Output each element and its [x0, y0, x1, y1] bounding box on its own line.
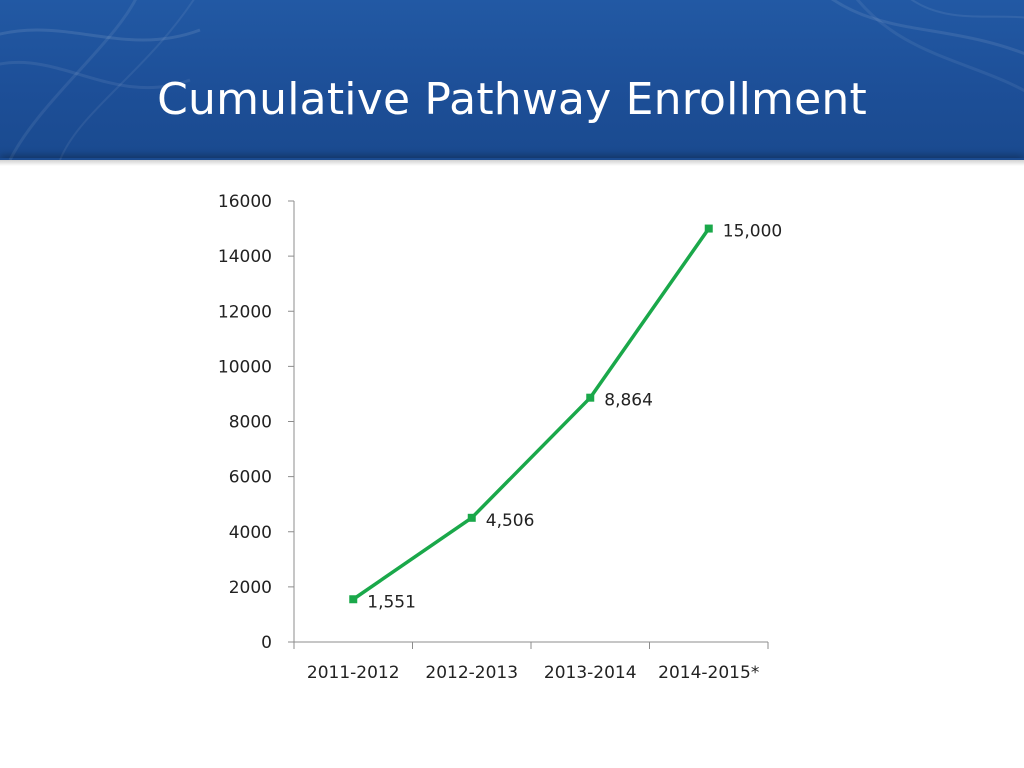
y-tick-label: 10000 [218, 357, 272, 377]
y-tick-label: 8000 [229, 413, 272, 433]
y-tick-label: 0 [261, 633, 272, 653]
data-point-marker [349, 595, 358, 604]
series-line [352, 227, 711, 601]
y-tick-label: 2000 [229, 578, 272, 598]
x-tick-label: 2012-2013 [425, 663, 518, 683]
x-tick-label: 2011-2012 [307, 663, 400, 683]
y-axis: 0 2000 4000 6000 8000 10000 12000 14000 16000 [218, 192, 295, 653]
header-shadow [0, 160, 1024, 166]
header-swirl-decoration [0, 0, 1024, 160]
x-axis: 2011-2012 2012-2013 2013-2014 2014-2015* [293, 641, 769, 683]
y-tick-label: 12000 [218, 302, 272, 322]
data-label: 1,551 [367, 592, 416, 612]
data-point-marker [704, 224, 713, 233]
x-tick-label: 2014-2015* [658, 663, 759, 683]
data-label: 4,506 [486, 511, 535, 531]
x-tick-label: 2013-2014 [544, 663, 637, 683]
y-tick-label: 14000 [218, 247, 272, 267]
data-point-marker [586, 393, 595, 402]
data-label: 15,000 [723, 222, 782, 242]
series-group: 1,551 4,506 8,864 15,000 [349, 222, 782, 612]
data-point-marker [467, 513, 476, 522]
data-label: 8,864 [604, 391, 653, 411]
slide-title: Cumulative Pathway Enrollment [157, 74, 867, 125]
slide-header: Cumulative Pathway Enrollment [0, 0, 1024, 160]
y-tick-label: 16000 [218, 192, 272, 212]
y-tick-label: 6000 [229, 468, 272, 488]
y-tick-label: 4000 [229, 523, 272, 543]
